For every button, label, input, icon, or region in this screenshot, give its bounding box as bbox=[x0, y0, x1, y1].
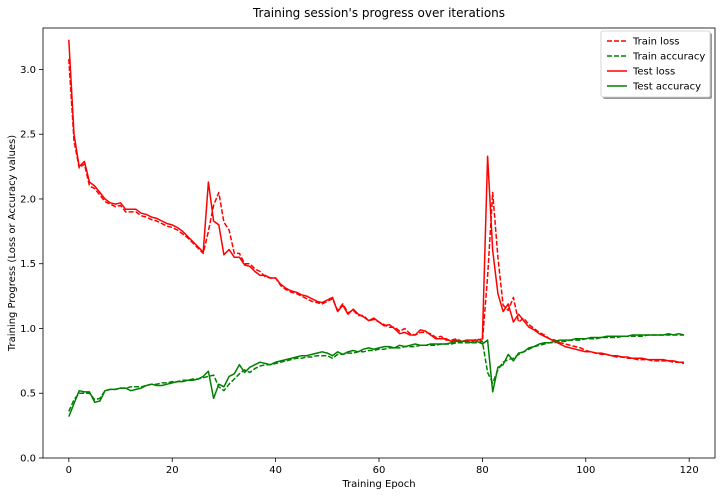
series-line-train-accuracy bbox=[68, 334, 684, 412]
y-tick-label: 0.0 bbox=[20, 454, 36, 465]
y-axis: 0.0 0.5 1.0 1.5 2.0 2.5 3.0 bbox=[20, 65, 43, 465]
y-tick-label: 2.0 bbox=[20, 194, 36, 205]
x-tick-label: 100 bbox=[576, 465, 595, 476]
x-axis: 0 20 40 60 80 100 120 bbox=[66, 458, 699, 476]
series-line-train-loss bbox=[68, 59, 685, 365]
x-tick-label: 60 bbox=[373, 465, 386, 476]
y-axis-label: Training Progress (Loss or Accuracy valu… bbox=[7, 135, 18, 352]
plot-area bbox=[68, 39, 685, 417]
legend[interactable]: Train loss Train accuracy Test loss Test ac… bbox=[600, 30, 712, 99]
y-tick-label: 0.5 bbox=[20, 389, 36, 400]
x-axis-label: Training Epoch bbox=[341, 479, 415, 490]
series-line-test-loss bbox=[68, 39, 684, 363]
y-tick-label: 2.5 bbox=[20, 130, 36, 141]
legend-item-label: Test accuracy bbox=[632, 82, 701, 93]
y-tick-label: 1.0 bbox=[20, 324, 36, 335]
legend-item-label: Train loss bbox=[632, 37, 680, 48]
chart-title: Training session's progress over iterati… bbox=[252, 6, 505, 20]
x-tick-label: 0 bbox=[66, 465, 72, 476]
series-line-test-accuracy bbox=[68, 332, 685, 417]
legend-box bbox=[600, 30, 711, 98]
legend-item-label: Train accuracy bbox=[632, 52, 705, 63]
x-tick-label: 120 bbox=[680, 465, 699, 476]
x-tick-label: 80 bbox=[476, 465, 489, 476]
legend-item-label: Test loss bbox=[632, 67, 675, 78]
y-tick-label: 3.0 bbox=[20, 65, 36, 76]
x-tick-label: 20 bbox=[166, 465, 179, 476]
y-tick-label: 1.5 bbox=[20, 259, 36, 270]
x-tick-label: 40 bbox=[269, 465, 282, 476]
